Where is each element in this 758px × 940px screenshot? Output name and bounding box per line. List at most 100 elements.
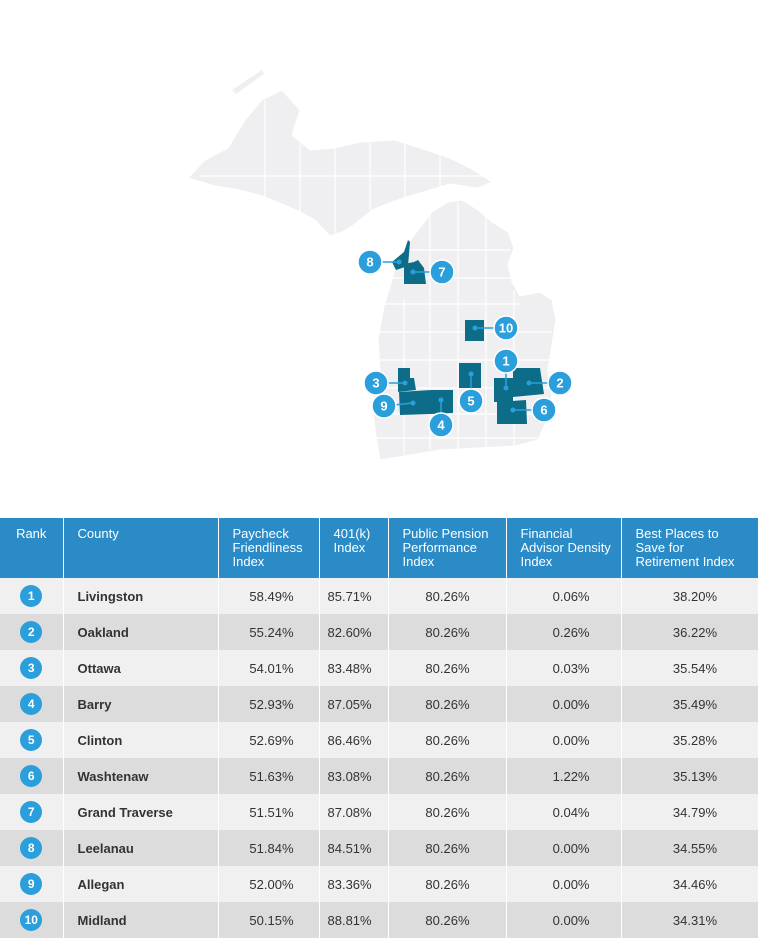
table-row: 7 Grand Traverse 51.51% 87.08% 80.26% 0.…	[0, 794, 758, 830]
pension-cell: 80.26%	[388, 722, 507, 758]
rank-badge: 9	[20, 873, 43, 895]
paycheck-cell: 52.93%	[218, 686, 320, 722]
table-row: 9 Allegan 52.00% 83.36% 80.26% 0.00% 34.…	[0, 866, 758, 902]
svg-text:3: 3	[372, 376, 379, 391]
best-places-cell: 34.79%	[621, 794, 758, 830]
county-cell: Livingston	[63, 578, 219, 614]
map-marker-8: 8	[357, 249, 383, 275]
table-body: 1 Livingston 58.49% 85.71% 80.26% 0.06% …	[0, 578, 758, 938]
paycheck-cell: 58.49%	[218, 578, 320, 614]
pension-cell: 80.26%	[388, 578, 507, 614]
401k-cell: 83.36%	[319, 866, 389, 902]
table-row: 1 Livingston 58.49% 85.71% 80.26% 0.06% …	[0, 578, 758, 614]
best-places-cell: 35.54%	[621, 650, 758, 686]
svg-text:1: 1	[502, 354, 509, 369]
county-cell: Oakland	[63, 614, 219, 650]
header-paycheck: Paycheck Friendliness Index	[218, 518, 320, 578]
401k-cell: 87.08%	[319, 794, 389, 830]
county-cell: Washtenaw	[63, 758, 219, 794]
401k-cell: 84.51%	[319, 830, 389, 866]
pension-cell: 80.26%	[388, 902, 507, 938]
best-places-cell: 35.49%	[621, 686, 758, 722]
map-marker-10: 10	[493, 315, 519, 341]
map-marker-3: 3	[363, 370, 389, 396]
map-marker-7: 7	[429, 259, 455, 285]
county-cell: Barry	[63, 686, 219, 722]
michigan-map: 8 7 10 3 9 4 5	[187, 70, 573, 461]
county-ottawa	[398, 368, 416, 392]
county-midland	[465, 320, 484, 341]
401k-cell: 86.46%	[319, 722, 389, 758]
rank-cell: 9	[0, 866, 64, 902]
svg-text:6: 6	[540, 403, 547, 418]
rank-cell: 10	[0, 902, 64, 938]
ranking-table: Rank County Paycheck Friendliness Index …	[0, 518, 758, 938]
table-row: 8 Leelanau 51.84% 84.51% 80.26% 0.00% 34…	[0, 830, 758, 866]
rank-badge: 8	[20, 837, 43, 859]
map-marker-9: 9	[371, 393, 397, 419]
map-marker-6: 6	[531, 397, 557, 423]
svg-text:5: 5	[467, 394, 474, 409]
rank-cell: 2	[0, 614, 64, 650]
lower-peninsula	[371, 199, 557, 461]
header-advisor: Financial Advisor Density Index	[506, 518, 622, 578]
pension-cell: 80.26%	[388, 830, 507, 866]
rank-badge: 2	[20, 621, 43, 643]
map-marker-5: 5	[458, 388, 484, 414]
pension-cell: 80.26%	[388, 650, 507, 686]
rank-badge: 7	[20, 801, 43, 823]
advisor-cell: 0.03%	[506, 650, 622, 686]
best-places-cell: 35.13%	[621, 758, 758, 794]
pension-cell: 80.26%	[388, 794, 507, 830]
header-pension: Public Pension Performance Index	[388, 518, 507, 578]
pension-cell: 80.26%	[388, 614, 507, 650]
rank-badge: 5	[20, 729, 43, 751]
paycheck-cell: 51.51%	[218, 794, 320, 830]
advisor-cell: 1.22%	[506, 758, 622, 794]
rank-cell: 3	[0, 650, 64, 686]
county-cell: Grand Traverse	[63, 794, 219, 830]
map-markers: 8 7 10 3 9 4 5	[357, 249, 573, 438]
rank-cell: 4	[0, 686, 64, 722]
svg-text:10: 10	[499, 321, 513, 336]
leader-dots	[396, 259, 532, 413]
header-rank: Rank	[0, 518, 64, 578]
advisor-cell: 0.00%	[506, 830, 622, 866]
table-row: 5 Clinton 52.69% 86.46% 80.26% 0.00% 35.…	[0, 722, 758, 758]
svg-text:4: 4	[437, 418, 445, 433]
advisor-cell: 0.06%	[506, 578, 622, 614]
svg-text:7: 7	[438, 265, 445, 280]
county-livingston	[494, 378, 513, 402]
rank-badge: 3	[20, 657, 43, 679]
401k-cell: 85.71%	[319, 578, 389, 614]
paycheck-cell: 52.69%	[218, 722, 320, 758]
best-places-cell: 35.28%	[621, 722, 758, 758]
paycheck-cell: 50.15%	[218, 902, 320, 938]
county-cell: Leelanau	[63, 830, 219, 866]
advisor-cell: 0.00%	[506, 902, 622, 938]
table-row: 2 Oakland 55.24% 82.60% 80.26% 0.26% 36.…	[0, 614, 758, 650]
michigan-map-svg: 8 7 10 3 9 4 5	[187, 70, 573, 461]
table-row: 6 Washtenaw 51.63% 83.08% 80.26% 1.22% 3…	[0, 758, 758, 794]
401k-cell: 88.81%	[319, 902, 389, 938]
county-cell: Clinton	[63, 722, 219, 758]
svg-text:8: 8	[366, 255, 373, 270]
401k-cell: 87.05%	[319, 686, 389, 722]
county-cell: Allegan	[63, 866, 219, 902]
best-places-cell: 36.22%	[621, 614, 758, 650]
rank-cell: 8	[0, 830, 64, 866]
table-row: 10 Midland 50.15% 88.81% 80.26% 0.00% 34…	[0, 902, 758, 938]
pension-cell: 80.26%	[388, 758, 507, 794]
map-marker-1: 1	[493, 348, 519, 374]
rank-badge: 6	[20, 765, 43, 787]
advisor-cell: 0.04%	[506, 794, 622, 830]
header-best-places: Best Places to Save for Retirement Index	[621, 518, 758, 578]
table-row: 3 Ottawa 54.01% 83.48% 80.26% 0.03% 35.5…	[0, 650, 758, 686]
header-county: County	[63, 518, 219, 578]
map-marker-2: 2	[547, 370, 573, 396]
rank-badge: 1	[20, 585, 43, 607]
best-places-cell: 34.55%	[621, 830, 758, 866]
rank-badge: 10	[20, 909, 43, 931]
best-places-cell: 38.20%	[621, 578, 758, 614]
advisor-cell: 0.26%	[506, 614, 622, 650]
